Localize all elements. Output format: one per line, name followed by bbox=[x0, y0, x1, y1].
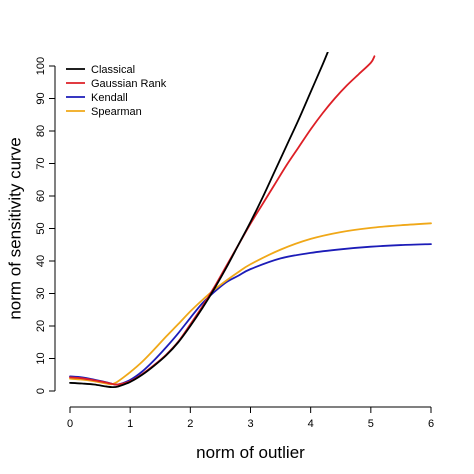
y-tick-label: 60 bbox=[35, 190, 47, 202]
x-tick-label: 0 bbox=[67, 418, 73, 430]
legend-label: Kendall bbox=[91, 92, 128, 104]
series-layer bbox=[69, 52, 432, 389]
legend-label: Spearman bbox=[91, 106, 142, 118]
x-tick-label: 6 bbox=[428, 418, 434, 430]
legend-label: Classical bbox=[91, 64, 135, 76]
x-tick-label: 3 bbox=[247, 418, 253, 430]
y-tick-label: 100 bbox=[35, 57, 47, 75]
y-tick-label: 10 bbox=[35, 352, 47, 364]
y-tick-label: 30 bbox=[35, 287, 47, 299]
x-tick-label: 1 bbox=[127, 418, 133, 430]
y-tick-label: 50 bbox=[35, 222, 47, 234]
legend-label: Gaussian Rank bbox=[91, 78, 167, 90]
x-tick-label: 4 bbox=[308, 418, 314, 430]
x-tick-label: 2 bbox=[187, 418, 193, 430]
series-line-classical bbox=[69, 52, 329, 389]
legend: Classical Gaussian Rank Kendall Spearman bbox=[66, 64, 167, 118]
y-tick-label: 20 bbox=[35, 320, 47, 332]
x-tick-label: 5 bbox=[368, 418, 374, 430]
y-tick-label: 90 bbox=[35, 92, 47, 104]
series-line-spearman bbox=[69, 222, 432, 386]
y-tick-label: 0 bbox=[35, 388, 47, 394]
y-tick-label: 70 bbox=[35, 157, 47, 169]
y-tick-label: 80 bbox=[35, 125, 47, 137]
y-axis-title: norm of sensitivity curve bbox=[5, 137, 24, 319]
y-tick-label: 40 bbox=[35, 255, 47, 267]
x-axis-title: norm of outlier bbox=[196, 443, 305, 462]
